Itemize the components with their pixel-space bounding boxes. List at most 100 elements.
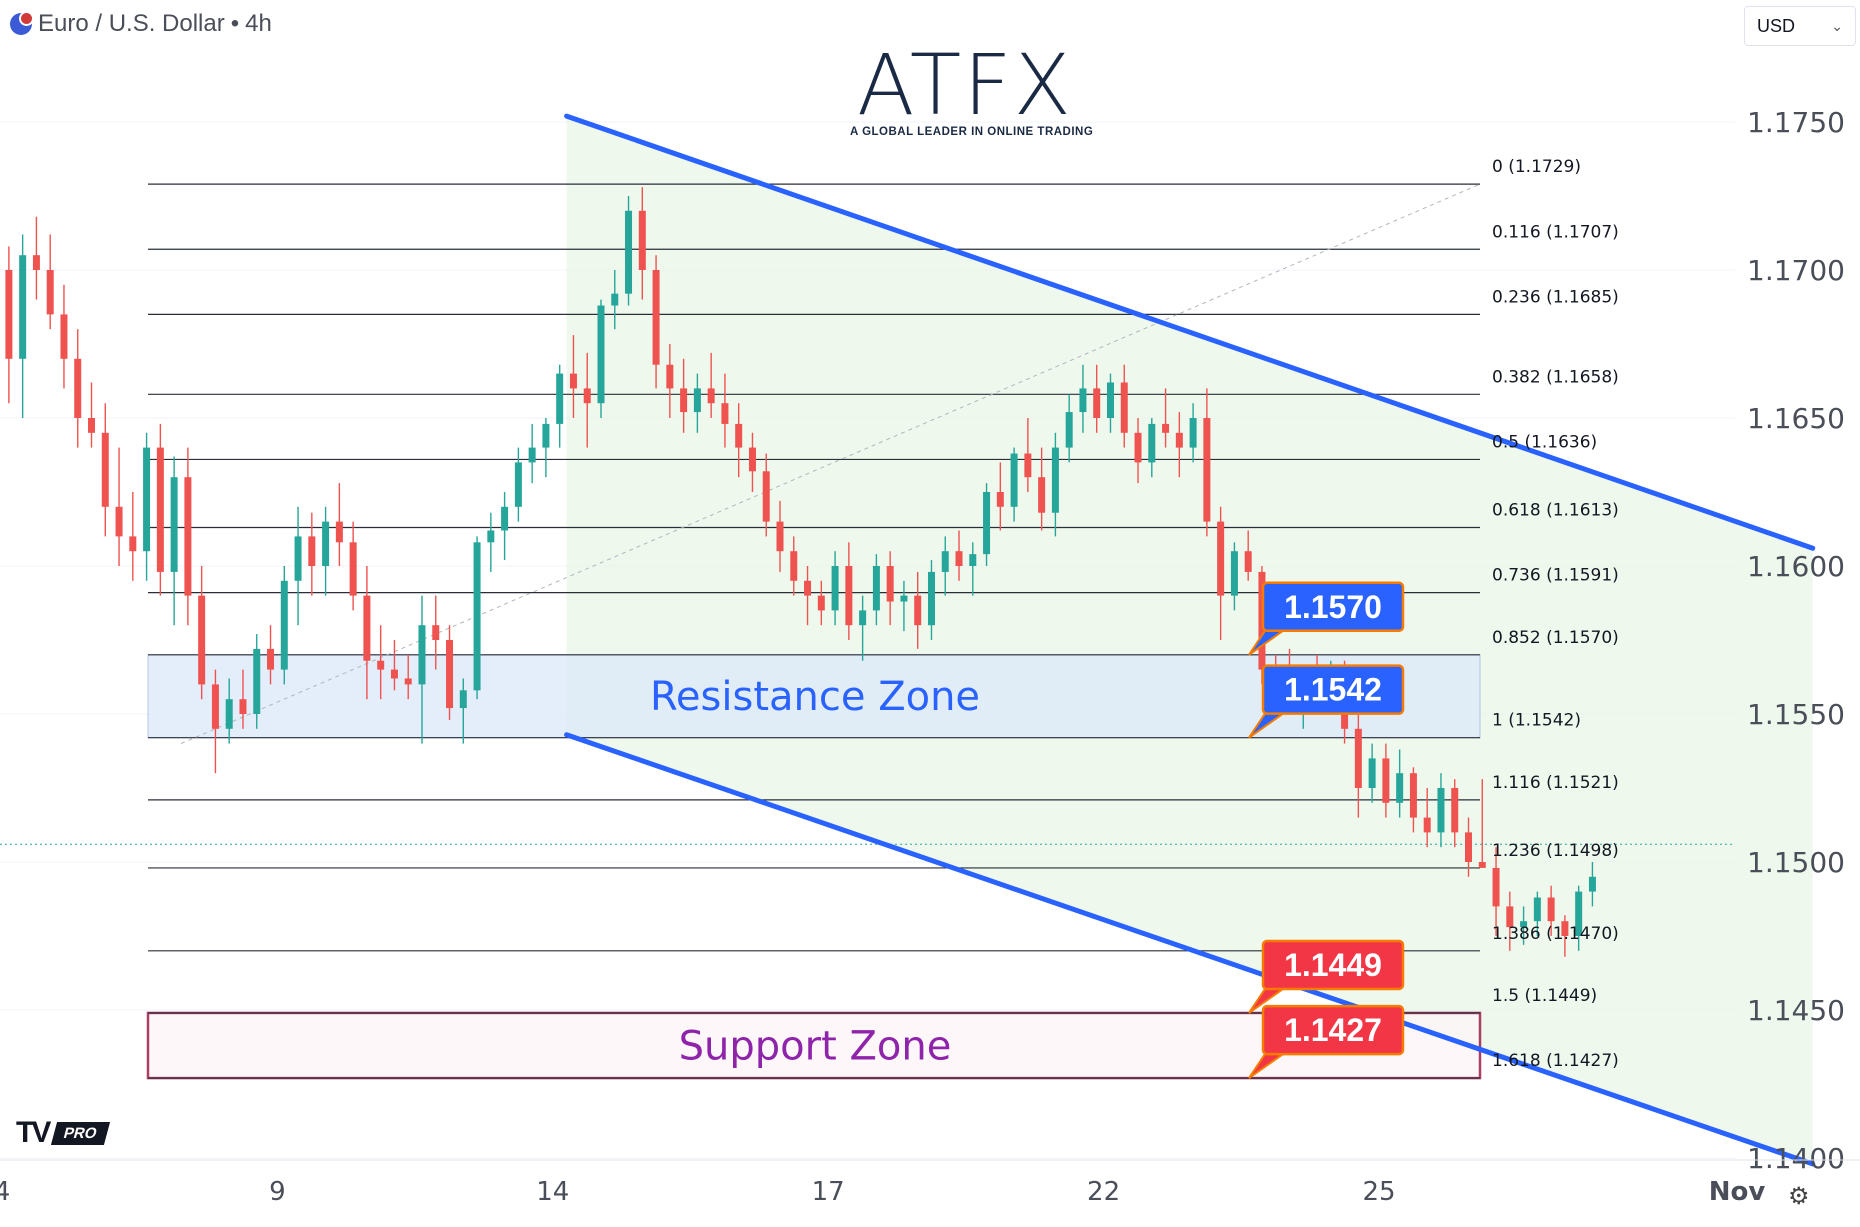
candle [5, 246, 13, 404]
time-axis[interactable]: 4914172225Nov611141922 [0, 1159, 1860, 1207]
candle [1065, 394, 1073, 463]
candle [597, 299, 605, 418]
candle [198, 566, 206, 700]
candle-body [721, 403, 729, 424]
candle-body [32, 255, 40, 270]
candle-body [349, 542, 357, 596]
candle [569, 335, 577, 418]
candle [776, 500, 784, 572]
candle-body [418, 625, 426, 685]
candle-body [1382, 758, 1390, 803]
settings-gear-icon[interactable]: ⚙ [1788, 1183, 1810, 1210]
candle-body [294, 536, 302, 581]
tradingview-watermark: TV PRO [16, 1116, 110, 1150]
fib-label: 1.236 (1.1498) [1492, 841, 1619, 861]
candle-body [707, 388, 715, 404]
currency-selector[interactable]: USD ⌄ [1744, 6, 1856, 46]
price-axis[interactable]: 1.1750 1.1700 1.1650 1.1600 1.1550 1.1500 1.14… [1747, 106, 1845, 1175]
candle-body [556, 373, 564, 424]
candle-body [143, 447, 151, 552]
candle [211, 669, 219, 774]
price-tick-label: 1.1400 [1747, 1142, 1845, 1175]
candle [46, 234, 54, 330]
candle [501, 492, 509, 561]
channel-upper-line[interactable] [564, 113, 1816, 551]
candle [735, 403, 743, 478]
time-tick-label: 25 [1362, 1177, 1395, 1207]
candle-body [693, 388, 701, 413]
candle [404, 654, 412, 700]
candle [1588, 862, 1596, 907]
candle-body [1162, 423, 1170, 433]
candle-body [253, 648, 261, 714]
candle-body [996, 492, 1004, 507]
candle [74, 329, 82, 448]
fib-label: 0.382 (1.1658) [1492, 367, 1619, 387]
candle-body [377, 660, 385, 670]
candle [859, 595, 867, 661]
candle [1189, 403, 1197, 463]
candle-body [762, 471, 770, 522]
candle-body [955, 551, 963, 566]
candle [294, 506, 302, 626]
fib-label: 0.618 (1.1613) [1492, 501, 1619, 521]
candle [170, 456, 178, 626]
logo-tagline: A GLOBAL LEADER IN ONLINE TRADING [850, 126, 1094, 138]
callout-value: 1.1427 [1284, 1012, 1382, 1048]
candle-body [927, 571, 935, 626]
candle [514, 447, 522, 522]
price-labels: 1.1570 1.1542 1.1449 1.1427 [1248, 581, 1405, 1079]
candle [143, 432, 151, 581]
channel-lower-line[interactable] [564, 732, 1816, 1167]
time-tick-label: 4 [0, 1177, 10, 1207]
candle [1093, 364, 1101, 433]
candle-body [1010, 453, 1018, 507]
candle [1134, 418, 1142, 484]
candle-body [1368, 758, 1376, 788]
candle [969, 542, 977, 596]
candle-body [1506, 906, 1514, 928]
candle-body [1065, 412, 1073, 448]
candle [88, 382, 96, 448]
symbol-header[interactable]: Euro / U.S. Dollar • 4h [10, 10, 272, 38]
fib-levels [148, 183, 1480, 1079]
candle-body [1533, 897, 1541, 922]
candle-body [322, 521, 330, 566]
eur-usd-flag-icon [10, 11, 34, 35]
candle-body [776, 521, 784, 552]
candle [721, 373, 729, 448]
candle [927, 560, 935, 640]
candle-body [501, 506, 509, 531]
pro-badge: PRO [51, 1121, 110, 1145]
currency-value: USD [1757, 15, 1796, 36]
candle-body [804, 580, 812, 596]
price-tick-label: 1.1550 [1747, 698, 1845, 731]
candle-body [1106, 382, 1114, 418]
candle-body [1079, 388, 1087, 413]
candle [239, 669, 247, 729]
candle [1382, 743, 1390, 818]
candle-body [404, 678, 412, 685]
atfx-logo: ATFX A GLOBAL LEADER IN ONLINE TRADING [850, 40, 1094, 138]
candle-body [156, 447, 164, 572]
candle-body [267, 648, 275, 670]
candle [831, 551, 839, 626]
candle [542, 418, 550, 478]
candle [349, 521, 357, 611]
candle [996, 462, 1004, 531]
candle-body [1024, 453, 1032, 478]
time-tick-label: 17 [812, 1177, 845, 1207]
candle-body [625, 210, 633, 294]
candle [1423, 788, 1431, 848]
candle [886, 551, 894, 626]
candle [487, 512, 495, 572]
callout-value: 1.1542 [1284, 672, 1382, 708]
candle [1492, 847, 1500, 936]
candle [693, 373, 701, 433]
symbol-name: Euro / U.S. Dollar [38, 10, 225, 37]
candle-body [1575, 891, 1583, 936]
candle [1409, 767, 1417, 833]
fib-label: 0.852 (1.1570) [1492, 628, 1619, 648]
zone-labels: Resistance Zone Support Zone [650, 674, 980, 1069]
